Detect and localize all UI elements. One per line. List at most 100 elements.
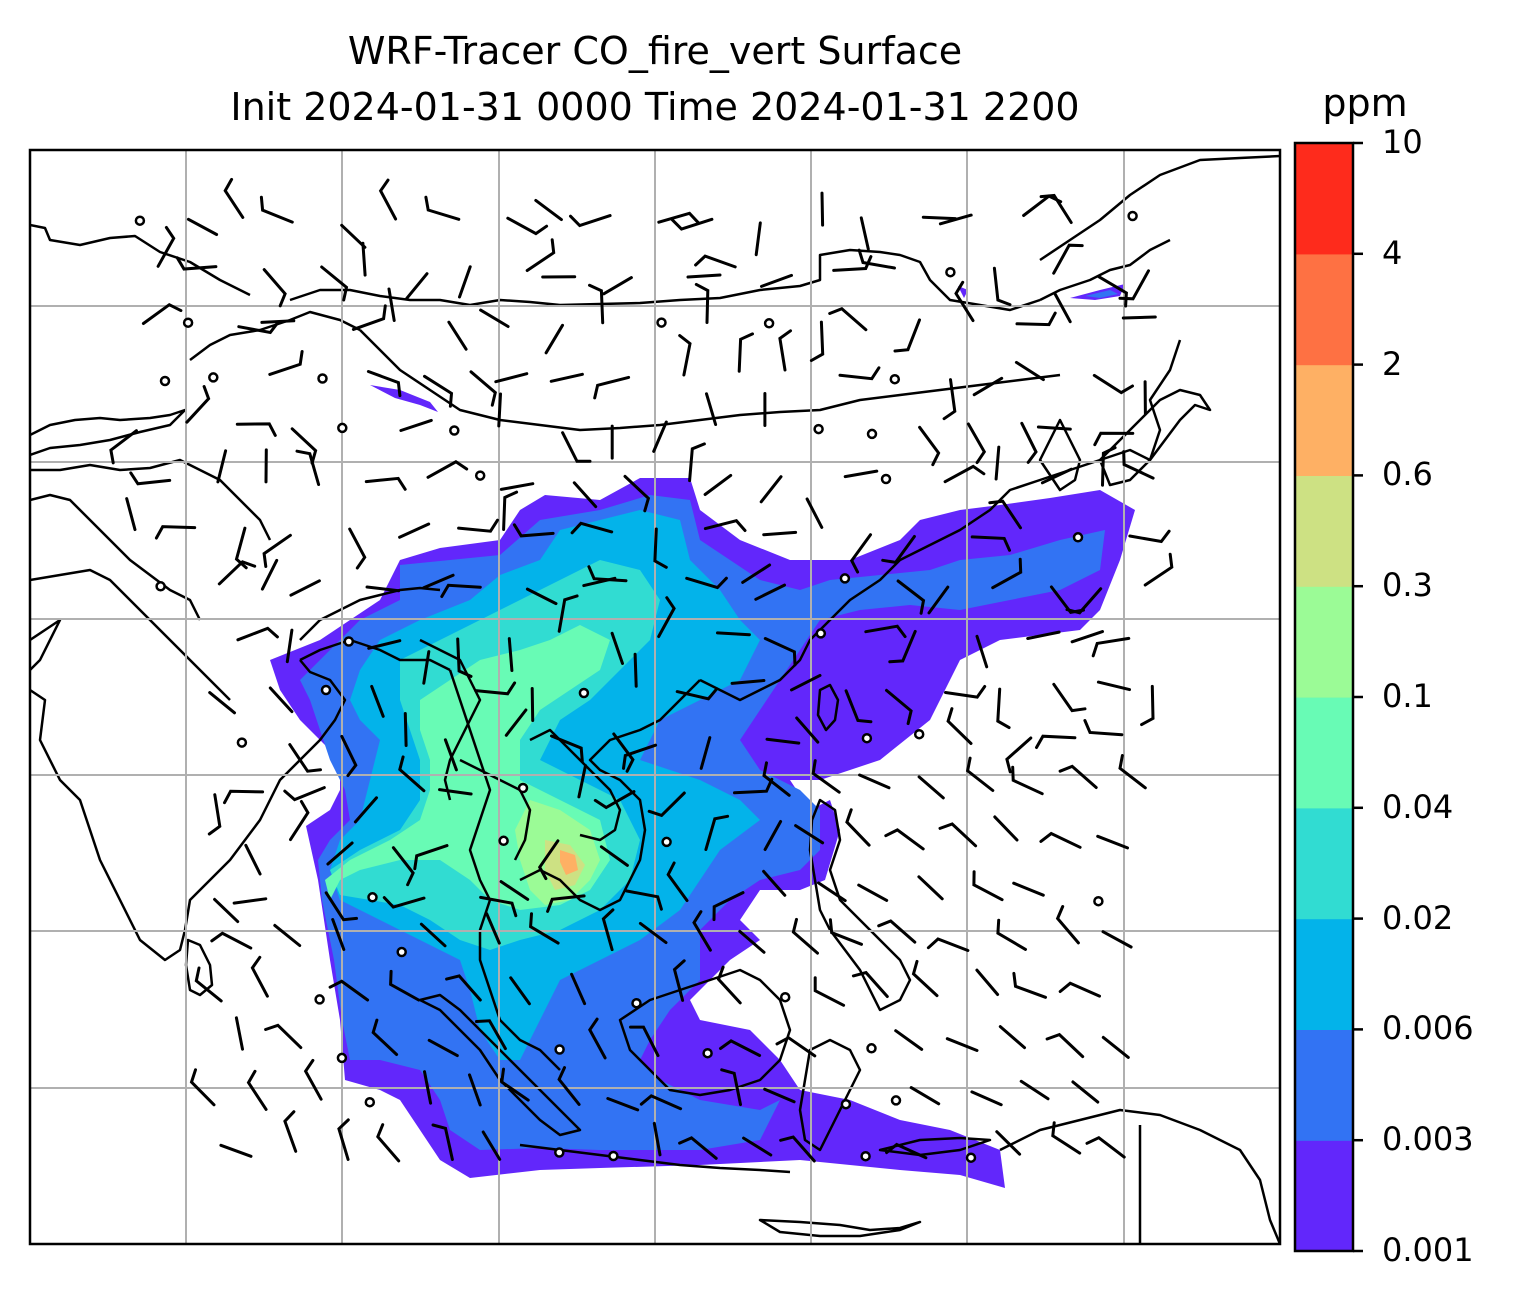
wind-barb xyxy=(283,1110,298,1153)
wind-barb xyxy=(427,1038,459,1058)
wind-barb xyxy=(351,304,387,331)
wind-barb xyxy=(864,624,907,639)
wind-barb xyxy=(1070,630,1104,644)
wind-barb xyxy=(1083,719,1124,737)
calm-wind-circle xyxy=(779,991,791,1003)
wind-barb xyxy=(398,755,426,793)
calm-wind-circle xyxy=(840,1098,852,1110)
calm-wind-circle xyxy=(813,423,824,435)
calm-wind-circle xyxy=(517,782,529,794)
wind-barb xyxy=(703,473,733,496)
wind-barb xyxy=(337,1118,350,1161)
wind-barb xyxy=(141,302,183,325)
wind-barb xyxy=(678,334,692,377)
coastline-china-south xyxy=(699,339,1182,702)
wind-barb xyxy=(678,1136,718,1160)
wind-barb xyxy=(877,919,917,944)
wind-barb xyxy=(1143,552,1174,587)
border-russia-china-ne xyxy=(1039,238,1171,302)
wind-barb xyxy=(303,1058,323,1101)
wind-barb xyxy=(569,214,612,228)
wind-barb xyxy=(759,475,783,504)
calm-wind-circle xyxy=(763,318,775,329)
calm-wind-circle xyxy=(367,892,378,903)
coastline-taiwan xyxy=(816,683,840,732)
wind-barb xyxy=(207,793,222,836)
wind-barb xyxy=(507,637,514,672)
wind-barb xyxy=(704,814,730,851)
colorbar-tick-label: 0.003 xyxy=(1382,1120,1474,1159)
coastline-sulawesi xyxy=(798,1038,862,1152)
calm-wind-circle xyxy=(889,373,901,385)
border-pakistan xyxy=(30,568,231,701)
wind-barb xyxy=(917,875,944,901)
calm-wind-circle xyxy=(364,1096,376,1108)
wind-barb xyxy=(1053,292,1072,324)
wind-barb xyxy=(719,1039,762,1057)
calm-wind-circle xyxy=(815,628,827,639)
wind-barb xyxy=(778,329,792,372)
wind-barb xyxy=(720,1068,742,1107)
wind-barb xyxy=(909,1086,941,1106)
wind-barb xyxy=(893,318,921,353)
wind-barb xyxy=(657,211,700,225)
colorbar-segment xyxy=(1295,475,1353,587)
wind-barb xyxy=(481,1130,502,1161)
calm-wind-circle xyxy=(182,317,194,328)
colorbar-segment xyxy=(1295,364,1353,476)
wind-barb xyxy=(175,256,218,271)
wind-barb xyxy=(970,1090,1003,1107)
wind-barb xyxy=(398,522,431,539)
wind-barb xyxy=(320,265,349,302)
map-subtitle: Init 2024-01-31 0000 Time 2024-01-31 220… xyxy=(230,85,1080,129)
wind-barb xyxy=(223,177,245,219)
coastline-java xyxy=(519,1143,791,1174)
wind-barb xyxy=(828,306,868,332)
wind-barb xyxy=(995,1130,1022,1156)
wind-barb xyxy=(217,560,257,586)
wind-barb xyxy=(1036,425,1072,431)
wind-barb xyxy=(652,420,668,453)
wind-barb xyxy=(996,687,1011,730)
wind-barb xyxy=(970,535,1011,552)
wind-barb xyxy=(213,897,240,924)
wind-barb xyxy=(779,1135,816,1163)
border-central-asia xyxy=(30,458,272,541)
country-borders xyxy=(30,238,1171,1244)
colorbar-tick-label: 0.04 xyxy=(1382,787,1454,826)
wind-barb xyxy=(1040,467,1073,485)
wind-barb xyxy=(738,929,766,954)
wind-barb xyxy=(232,897,268,905)
colorbar-segment xyxy=(1295,697,1353,809)
calm-wind-circle xyxy=(498,835,509,847)
calm-wind-circle xyxy=(343,636,355,647)
wind-barb xyxy=(234,526,248,570)
field-06-2 xyxy=(560,850,578,875)
wind-barb xyxy=(633,652,638,688)
wind-barb xyxy=(763,820,783,851)
wind-barb xyxy=(262,268,287,308)
wind-barb xyxy=(828,918,863,946)
wind-barb xyxy=(699,736,712,770)
coastlines xyxy=(30,154,1280,1244)
calm-wind-circle xyxy=(155,581,166,592)
wind-barb xyxy=(1049,585,1085,615)
wind-barb xyxy=(457,518,499,533)
calm-wind-circle xyxy=(860,1150,871,1162)
wind-barb xyxy=(458,265,472,299)
wind-barb xyxy=(938,822,978,848)
coastline-arabia-edge xyxy=(30,618,62,671)
wind-barb xyxy=(447,320,468,351)
wind-barb xyxy=(1101,930,1133,949)
wind-barb xyxy=(688,442,706,483)
wind-barb xyxy=(593,375,631,400)
wind-barb xyxy=(606,1097,640,1112)
wind-barb xyxy=(1140,684,1155,727)
wind-barb xyxy=(426,460,469,479)
wind-barb xyxy=(918,425,941,467)
wind-barb xyxy=(588,1017,607,1060)
wind-barb xyxy=(692,910,712,952)
wind-barb xyxy=(497,392,502,428)
wind-barb xyxy=(577,764,587,799)
